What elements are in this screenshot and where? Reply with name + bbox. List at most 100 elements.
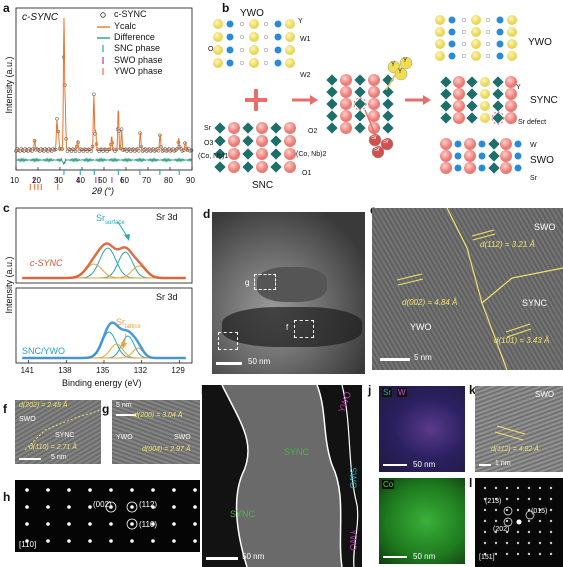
j-sr-label: Sr bbox=[382, 388, 392, 397]
panel-g-label: g bbox=[102, 402, 110, 416]
panel-l-fft-pattern: (213) (015) (202) [151] bbox=[475, 478, 563, 567]
i-swo-label: SWO bbox=[347, 467, 358, 489]
h-zone-axis: [110] bbox=[19, 540, 37, 549]
panel-k-scalebar bbox=[479, 464, 491, 466]
panel-f-scalebar bbox=[19, 458, 41, 460]
x-tick-label: 80 bbox=[164, 176, 173, 185]
h-112-label: (112) bbox=[139, 500, 158, 509]
legend-obs: c-SYNC bbox=[114, 9, 147, 19]
panel-j-label: j bbox=[368, 383, 372, 397]
xps-tick-label: 141 bbox=[20, 366, 34, 375]
region-g-label: g bbox=[245, 278, 250, 287]
panel-d-label: d bbox=[203, 207, 211, 221]
panel-g-scale-text: 5 nm bbox=[116, 402, 132, 409]
ywo-left-label: YWO bbox=[240, 8, 264, 19]
panel-e-scale-text: 5 nm bbox=[414, 353, 432, 362]
panel-f-scale-text: 5 nm bbox=[51, 454, 67, 461]
f-swo-label: SWO bbox=[19, 416, 36, 423]
panel-h-saed-pattern: (002) (112) (110) [110] bbox=[15, 480, 200, 552]
panel-f-label: f bbox=[3, 402, 7, 416]
x-tick-label: 90 bbox=[186, 176, 195, 185]
sample-name: c-SYNC bbox=[22, 12, 59, 23]
l-zone-axis: [151] bbox=[479, 554, 495, 561]
panel-c: c Sr 3d Srsurface c-SYNC Sr 3d Srlattice… bbox=[0, 200, 200, 390]
conb2-atom-label: (Co, Nb)2 bbox=[296, 151, 327, 158]
h-002-label: (002) bbox=[93, 500, 112, 509]
k-d112-label: d(112) = 4.82 Å bbox=[491, 446, 539, 453]
o2-atom-label: O2 bbox=[308, 128, 318, 135]
panel-k-hrtem-image: SWO d(112) = 4.82 Å 1 nm bbox=[475, 386, 563, 472]
xrd-refinement-plot bbox=[14, 7, 194, 190]
region-box-1 bbox=[218, 332, 238, 350]
snc-label: SNC bbox=[252, 180, 274, 191]
snc-structure bbox=[214, 122, 296, 173]
g-swo-label: SWO bbox=[174, 434, 191, 441]
panel-i-scale-text: 50 nm bbox=[242, 552, 265, 561]
l-202-label: (202) bbox=[493, 526, 510, 533]
x-tick-label: 60 bbox=[120, 176, 129, 185]
xps-top-sample: c-SYNC bbox=[30, 258, 63, 268]
xps-tick-label: 132 bbox=[133, 366, 148, 375]
e-d002-label: d(002) = 4.84 Å bbox=[402, 298, 458, 307]
sync-label: SYNC bbox=[530, 95, 558, 106]
y-atom-label: Y bbox=[298, 18, 303, 25]
panel-j-eds-co-map: Co 50 nm bbox=[379, 478, 465, 564]
panel-e-hrtem-image: SWO d(112) = 3.21 Å d(002) = 4.84 Å SYNC… bbox=[372, 208, 563, 370]
i-sync-label-1: SYNC bbox=[284, 447, 310, 457]
sr-bubble-label-1: Sr bbox=[371, 135, 377, 141]
x-tick-label: 70 bbox=[142, 176, 151, 185]
legend-snc: SNC phase bbox=[114, 43, 161, 53]
region-f-box bbox=[294, 320, 314, 338]
o-atom-label: O bbox=[208, 46, 214, 53]
xps-bottom-title: Sr 3d bbox=[156, 292, 178, 302]
sr-lattice-label: Srlattice bbox=[116, 317, 141, 330]
legend-calc: Ycalc bbox=[114, 21, 137, 31]
y-ion-bubbles bbox=[387, 56, 413, 81]
swo-label: SWO bbox=[530, 155, 554, 166]
swo-phase-ticks bbox=[33, 177, 123, 183]
e-swo-label: SWO bbox=[534, 222, 556, 232]
xps-tick-label: 138 bbox=[58, 366, 72, 375]
y-bubble-label-1: Y bbox=[391, 62, 396, 68]
sr-surface-label: Srsurface bbox=[96, 213, 125, 226]
i-sync-label-2: SYNC bbox=[230, 509, 256, 519]
panel-d-scale-text: 50 nm bbox=[248, 357, 271, 366]
e-d101-label: d(101) = 3.43 Å bbox=[494, 336, 550, 345]
y-axis-label: Intensity (a.u.) bbox=[4, 56, 14, 114]
panel-j-scale-text-1: 50 nm bbox=[413, 460, 436, 469]
difference-line bbox=[15, 157, 192, 166]
panel-i-scalebar bbox=[206, 557, 238, 560]
crystal-structure-schematic bbox=[213, 15, 522, 174]
f-sync-label: SYNC bbox=[55, 432, 75, 439]
panel-k-label: k bbox=[469, 383, 476, 397]
intermediate-structure bbox=[326, 74, 394, 134]
panel-c-label: c bbox=[3, 201, 10, 215]
panel-j-scalebar-1 bbox=[383, 464, 407, 466]
o1-atom-label: O1 bbox=[302, 170, 312, 177]
y-sync-atom-label: Y bbox=[516, 84, 521, 91]
panel-e-scalebar bbox=[380, 358, 410, 361]
panel-g-hrtem-image: 5 nm d(200) = 3.04 Å YWO SWO d(004) = 2.… bbox=[112, 400, 200, 464]
panel-b-label: b bbox=[222, 1, 230, 15]
h-110-label: (110) bbox=[139, 520, 158, 529]
panel-g-scalebar bbox=[116, 414, 136, 416]
e-ywo-label: YWO bbox=[410, 322, 432, 332]
g-ywo-label: YWO bbox=[116, 434, 133, 441]
k-swo-label: SWO bbox=[535, 390, 555, 399]
e-d112-label: d(112) = 3.21 Å bbox=[480, 240, 535, 249]
xps-spectra bbox=[15, 207, 193, 364]
observed-points bbox=[14, 55, 194, 153]
panel-k-scale-text: 1 nm bbox=[495, 460, 511, 467]
ywo-structure-right bbox=[435, 15, 517, 61]
legend-ywo: YWO phase bbox=[114, 66, 163, 76]
panel-a-label: a bbox=[3, 1, 10, 15]
sync-structure bbox=[440, 76, 517, 125]
j-co-label: Co bbox=[382, 480, 395, 489]
xps-y-label: Intensity (a.u.) bbox=[4, 256, 14, 314]
panel-d-stem-image: g f 50 nm bbox=[212, 212, 365, 374]
panel-d-scalebar bbox=[216, 362, 242, 365]
y-bubble-label-3: Y bbox=[398, 69, 403, 75]
f-d202-label: d(202) = 2.45 Å bbox=[19, 402, 68, 409]
xps-top-spectrum bbox=[22, 242, 186, 280]
xps-top-title: Sr 3d bbox=[156, 212, 178, 222]
